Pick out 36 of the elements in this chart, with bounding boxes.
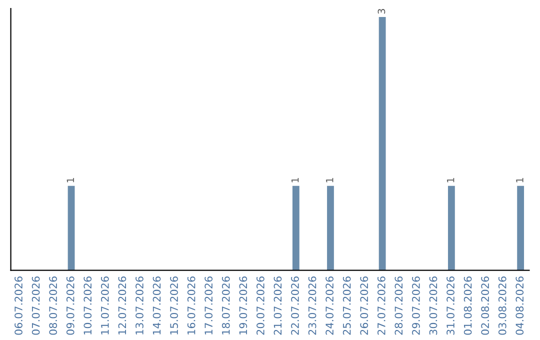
x-tick-label: 18.07.2026	[222, 276, 230, 334]
x-tick-label: 28.07.2026	[394, 276, 403, 335]
x-tick-label: 20.07.2026	[256, 276, 264, 335]
x-tick-label: 01.08.2026	[464, 276, 472, 335]
x-tick-label: 14.07.2026	[152, 276, 161, 334]
x-tick-label: 22.07.2026	[291, 276, 299, 335]
x-tick-label: 29.07.2026	[412, 276, 420, 335]
data-label: 1	[326, 178, 334, 182]
x-tick-label: 16.07.2026	[187, 276, 196, 334]
x-tick-label: 08.07.2026	[49, 276, 58, 335]
data-label: 1	[66, 178, 74, 182]
x-tick-label: 13.07.2026	[136, 276, 144, 334]
data-label: 1	[292, 178, 299, 182]
x-tick-label: 23.07.2026	[308, 276, 316, 335]
data-label: 3	[378, 9, 386, 14]
x-tick-label: 15.07.2026	[170, 276, 178, 334]
x-tick-label: 04.08.2026	[516, 276, 524, 335]
x-tick-label: 31.07.2026	[446, 276, 454, 335]
x-tick-label: 30.07.2026	[429, 276, 438, 335]
x-tick-label: 02.08.2026	[481, 276, 490, 335]
x-tick-label: 12.07.2026	[118, 276, 126, 334]
x-tick-label: 27.07.2026	[377, 276, 386, 335]
x-tick-label: 06.07.2026	[14, 276, 22, 335]
x-tick-label: 24.07.2026	[326, 276, 334, 335]
x-tick-label: 10.07.2026	[84, 276, 92, 334]
x-tick-label: 25.07.2026	[342, 276, 351, 335]
x-tick-label: 26.07.2026	[360, 276, 368, 335]
x-tick-label: 07.07.2026	[32, 276, 40, 335]
x-tick-label: 11.07.2026	[100, 276, 109, 334]
data-label: 1	[516, 178, 524, 182]
x-tick-label: 21.07.2026	[274, 276, 282, 335]
x-tick-label: 17.07.2026	[204, 276, 213, 334]
x-tick-label: 09.07.2026	[66, 276, 74, 335]
x-tick-label: 19.07.2026	[239, 276, 248, 334]
data-label: 1	[447, 178, 454, 182]
x-tick-label: 03.08.2026	[498, 276, 506, 335]
